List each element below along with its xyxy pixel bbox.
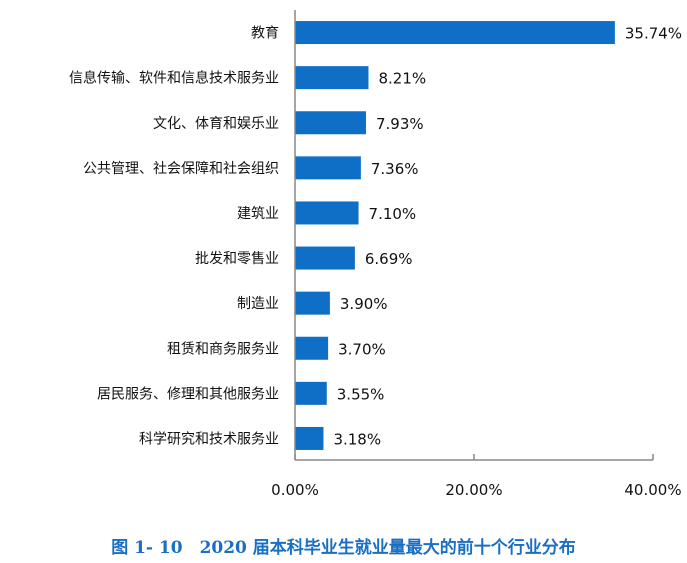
category-label: 科学研究和技术服务业 — [139, 431, 279, 447]
chart-title: 图 1- 10 2020 届本科毕业生就业量最大的前十个行业分布 — [111, 538, 576, 558]
category-label: 制造业 — [237, 296, 279, 312]
x-tick-label: 0.00% — [271, 481, 319, 499]
data-label: 3.18% — [333, 430, 381, 448]
category-label: 租赁和商务服务业 — [167, 341, 279, 357]
data-label: 7.36% — [371, 160, 419, 178]
data-label: 8.21% — [378, 70, 426, 88]
data-label: 3.55% — [337, 385, 385, 403]
x-tick-label: 20.00% — [445, 481, 502, 499]
data-label: 3.70% — [338, 340, 386, 358]
category-label: 建筑业 — [237, 206, 279, 222]
bar — [295, 201, 359, 225]
bar — [295, 111, 366, 135]
data-label: 6.69% — [365, 250, 413, 268]
x-tick-label: 40.00% — [624, 481, 681, 499]
bar — [295, 246, 355, 270]
data-label: 7.10% — [369, 205, 417, 223]
data-label: 3.90% — [340, 295, 388, 313]
category-label: 居民服务、修理和其他服务业 — [97, 386, 279, 402]
bar — [295, 381, 327, 405]
bar — [295, 66, 369, 90]
bar — [295, 426, 324, 450]
bar-chart: 教育 35.74% 信息传输、软件和信息技术服务业 8.21% 文化、体育和娱乐业 7.9… — [69, 10, 682, 499]
category-label: 信息传输、软件和信息技术服务业 — [69, 70, 279, 87]
bar — [295, 156, 361, 180]
category-label: 公共管理、社会保障和社会组织 — [83, 161, 279, 177]
category-label: 文化、体育和娱乐业 — [153, 116, 279, 132]
category-label: 教育 — [251, 26, 279, 42]
data-label: 35.74% — [625, 25, 682, 43]
bar — [295, 291, 330, 315]
bar — [295, 336, 329, 360]
bar — [295, 21, 615, 45]
data-label: 7.93% — [376, 115, 424, 133]
category-label: 批发和零售业 — [195, 251, 279, 267]
